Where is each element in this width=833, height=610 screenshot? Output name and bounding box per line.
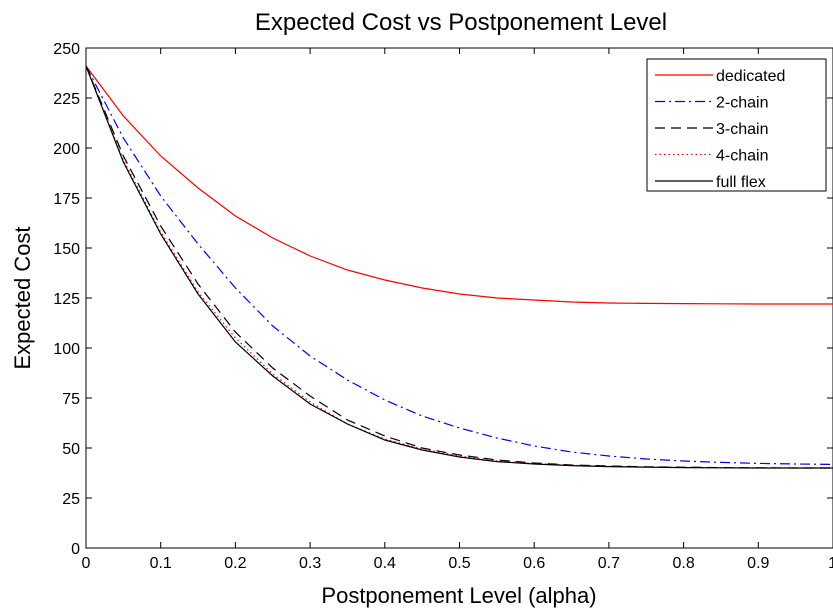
legend-label: dedicated — [716, 68, 785, 85]
y-axis-title: Expected Cost — [10, 226, 35, 369]
series-line-full-flex — [85, 65, 833, 469]
legend: dedicated 2-chain 3-chain 4-chain full flex — [646, 58, 827, 192]
x-tick-label: 0.3 — [299, 555, 321, 572]
x-tick-label: 0.8 — [672, 555, 694, 572]
y-tick-label: 100 — [53, 341, 80, 358]
x-tick-label: 0.4 — [374, 555, 396, 572]
legend-label: 2-chain — [716, 95, 768, 112]
x-tick-label: 0 — [82, 555, 91, 572]
y-tick-label: 75 — [62, 391, 80, 408]
series-line-2-chain — [85, 65, 833, 465]
x-tick-label: 0.7 — [598, 555, 620, 572]
legend-label: 3-chain — [716, 121, 768, 138]
y-axis: 0 25 50 75 100 125 150 175 200 225 250 — [53, 41, 833, 558]
chart-title: Expected Cost vs Postponement Level — [255, 9, 667, 36]
series-line-dedicated — [85, 65, 833, 305]
y-tick-label: 25 — [62, 491, 80, 508]
legend-label: 4-chain — [716, 148, 768, 165]
y-tick-label: 200 — [53, 141, 80, 158]
x-tick-label: 0.5 — [448, 555, 470, 572]
y-tick-label: 50 — [62, 441, 80, 458]
x-tick-label: 1 — [828, 555, 833, 572]
x-axis: 0 0.1 0.2 0.3 0.4 0.5 0.6 0.7 0.8 0.9 1 — [82, 48, 833, 572]
x-axis-title: Postponement Level (alpha) — [321, 583, 596, 608]
x-tick-label: 0.6 — [523, 555, 545, 572]
y-tick-label: 225 — [53, 91, 80, 108]
x-tick-label: 0.9 — [747, 555, 769, 572]
legend-label: full flex — [716, 174, 766, 191]
y-tick-label: 0 — [71, 541, 80, 558]
y-tick-label: 150 — [53, 241, 80, 258]
x-tick-label: 0.1 — [150, 555, 172, 572]
x-tick-label: 0.2 — [224, 555, 246, 572]
y-tick-label: 125 — [53, 291, 80, 308]
series-lines — [85, 65, 833, 469]
y-tick-label: 250 — [53, 41, 80, 58]
y-tick-label: 175 — [53, 191, 80, 208]
legend-box — [646, 58, 827, 192]
